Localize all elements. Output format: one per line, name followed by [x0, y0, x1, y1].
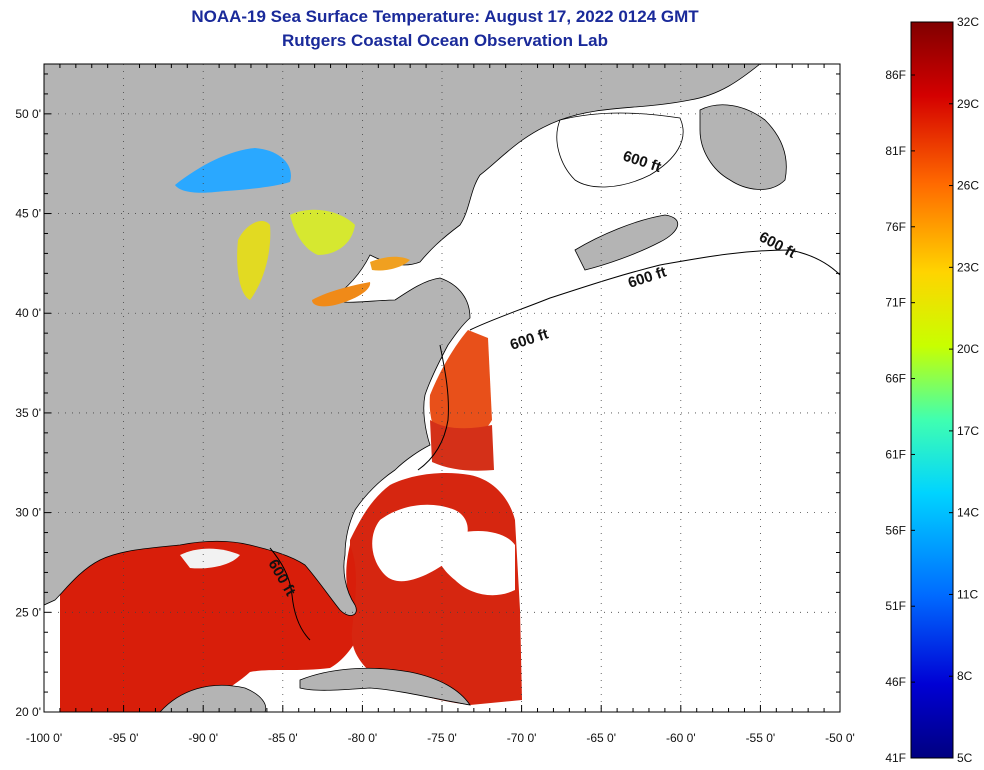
lon-tick-label: -60 0' [666, 731, 696, 745]
colorbar-fahrenheit-label: 81F [885, 144, 906, 158]
lat-tick-label: 35 0' [15, 406, 41, 420]
lake-erie [312, 282, 371, 307]
lat-tick-label: 30 0' [15, 506, 41, 520]
colorbar-fahrenheit-label: 41F [885, 751, 906, 765]
cloud-cover [180, 548, 240, 569]
colorbar-celsius-label: 17C [957, 424, 979, 438]
nova-scotia-land [574, 214, 678, 271]
lon-tick-label: -75 0' [427, 731, 457, 745]
lat-tick-label: 50 0' [15, 107, 41, 121]
colorbar-celsius-label: 23C [957, 260, 979, 274]
gulf-of-mexico-sst [60, 534, 372, 712]
colorbar-celsius-label: 5C [957, 751, 973, 765]
yucatan-land [159, 684, 267, 712]
map-subtitle: Rutgers Coastal Ocean Observation Lab [282, 31, 608, 50]
colorbar-celsius-label: 20C [957, 342, 979, 356]
lon-tick-label: -55 0' [746, 731, 776, 745]
lake-huron [290, 209, 355, 255]
graticule [43, 64, 841, 713]
gulf-of-st-lawrence [556, 112, 684, 188]
lon-tick-label: -70 0' [507, 731, 537, 745]
lat-tick-label: 25 0' [15, 605, 41, 619]
colorbar-fahrenheit-label: 51F [885, 599, 906, 613]
depth-contour-600ft [469, 249, 841, 331]
newfoundland-land [699, 104, 787, 190]
depth-contour-600ft [269, 547, 311, 641]
colorbar-celsius-label: 29C [957, 97, 979, 111]
colorbar-fahrenheit-label: 61F [885, 447, 906, 461]
colorbar-fahrenheit-label: 86F [885, 68, 906, 82]
lat-tick-label: 45 0' [15, 207, 41, 221]
colorbar-fahrenheit-label: 71F [885, 296, 906, 310]
colorbar-labels: 32C 29C 26C 23C 20C 17C 14C 11C 8C 5C 86F 81F 76F 71F… [885, 15, 979, 765]
lon-tick-label: -50 0' [825, 731, 855, 745]
lake-michigan [237, 220, 271, 300]
colorbar-fahrenheit-label: 56F [885, 523, 906, 537]
colorbar-celsius-label: 8C [957, 669, 973, 683]
lon-tick-label: -100 0' [26, 731, 62, 745]
colorbar-fahrenheit-label: 76F [885, 220, 906, 234]
lon-tick-label: -95 0' [109, 731, 139, 745]
lake-ontario [370, 256, 410, 271]
map-title: NOAA-19 Sea Surface Temperature: August … [191, 7, 699, 26]
axis-labels: 50 0' 45 0' 40 0' 35 0' 30 0' 25 0' 20 0' -100 … [15, 107, 854, 745]
colorbar [910, 21, 954, 759]
north-america-land [44, 64, 761, 616]
colorbar-celsius-label: 14C [957, 506, 979, 520]
cloud-cover [435, 530, 515, 596]
lon-tick-label: -90 0' [188, 731, 218, 745]
lon-tick-label: -65 0' [586, 731, 616, 745]
colorbar-celsius-label: 11C [957, 587, 978, 601]
mid-atlantic-sst [429, 330, 492, 449]
colorbar-celsius-label: 32C [957, 15, 979, 29]
colorbar-celsius-label: 26C [957, 179, 979, 193]
colorbar-fahrenheit-label: 66F [885, 372, 906, 386]
lat-tick-label: 40 0' [15, 306, 41, 320]
cuba-land [299, 667, 471, 706]
lat-tick-label: 20 0' [15, 705, 41, 719]
lon-tick-label: -80 0' [348, 731, 378, 745]
plot-frame [43, 63, 841, 713]
colorbar-fahrenheit-label: 46F [885, 675, 906, 689]
depth-contour-600ft [417, 344, 449, 471]
lake-superior [175, 148, 291, 193]
lon-tick-label: -85 0' [268, 731, 298, 745]
gulf-stream-sst [430, 420, 494, 471]
